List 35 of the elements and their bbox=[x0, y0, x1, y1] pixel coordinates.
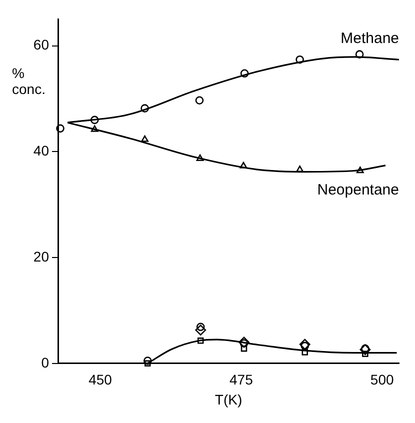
point bbox=[240, 162, 248, 168]
point bbox=[299, 338, 310, 350]
point bbox=[240, 345, 248, 352]
point bbox=[90, 125, 98, 132]
y-tick-label: 20 bbox=[33, 248, 50, 264]
y-tick-label: 60 bbox=[33, 36, 50, 53]
x-tick-label: 500 bbox=[370, 372, 394, 388]
point bbox=[356, 166, 364, 174]
point bbox=[196, 154, 204, 161]
point bbox=[90, 116, 99, 124]
point bbox=[143, 356, 152, 365]
y-axis-title: % conc. bbox=[12, 64, 46, 97]
point bbox=[360, 344, 371, 356]
x-tick-label: 450 bbox=[88, 372, 112, 388]
series-label: Methane bbox=[340, 30, 399, 47]
point bbox=[144, 360, 151, 367]
point bbox=[195, 324, 206, 336]
point bbox=[240, 69, 249, 78]
y-tick-label: 40 bbox=[33, 142, 50, 159]
series-label: Neopentane bbox=[317, 181, 399, 198]
point bbox=[296, 55, 304, 64]
x-axis-title: T(K) bbox=[214, 391, 242, 408]
point bbox=[302, 349, 308, 356]
point bbox=[141, 135, 148, 142]
point bbox=[238, 336, 250, 348]
x-tick-label: 475 bbox=[230, 372, 254, 388]
point bbox=[355, 50, 364, 58]
point bbox=[196, 322, 205, 332]
point bbox=[195, 96, 204, 105]
point bbox=[362, 350, 368, 357]
point bbox=[140, 104, 149, 112]
point bbox=[197, 338, 204, 344]
point bbox=[56, 124, 64, 133]
y-tick-label: 0 bbox=[41, 354, 50, 370]
point bbox=[300, 342, 310, 350]
